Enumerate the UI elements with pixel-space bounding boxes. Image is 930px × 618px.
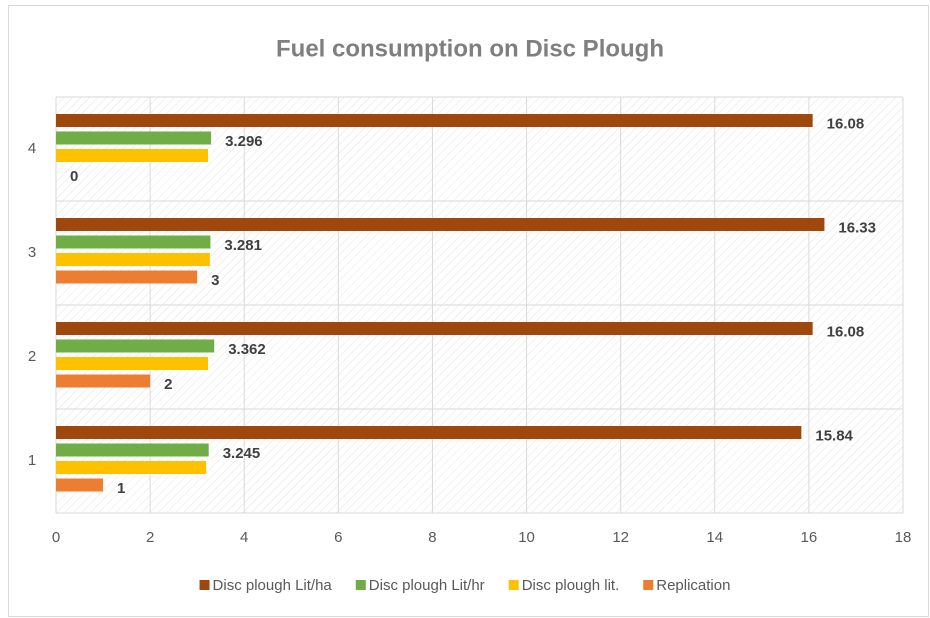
- data-label: 16.08: [827, 323, 865, 340]
- y-tick-label: 3: [28, 244, 36, 261]
- legend-swatch: [199, 580, 210, 590]
- x-tick-label: 0: [52, 529, 60, 546]
- bar: [56, 322, 813, 335]
- x-tick-label: 10: [518, 529, 535, 546]
- y-tick-label: 1: [28, 452, 36, 469]
- data-label: 16.33: [838, 219, 876, 236]
- data-label: 3.362: [228, 341, 266, 358]
- x-tick-label: 6: [334, 529, 342, 546]
- data-label: 2: [164, 376, 172, 393]
- legend-label: Disc plough Lit/hr: [369, 577, 485, 594]
- legend-swatch: [355, 580, 366, 590]
- bar: [56, 131, 212, 145]
- x-tick-label: 2: [146, 529, 154, 546]
- bar: [56, 253, 210, 266]
- bar: [56, 339, 215, 353]
- x-tick-label: 18: [895, 529, 912, 546]
- bar: [56, 374, 151, 388]
- y-tick-label: 2: [28, 348, 36, 365]
- data-label: 16.08: [827, 115, 865, 132]
- chart-title: Fuel consumption on Disc Plough: [276, 35, 664, 62]
- bar: [56, 149, 208, 162]
- data-label: 3.281: [224, 237, 262, 254]
- x-tick-label: 8: [428, 529, 436, 546]
- data-label: 1: [117, 480, 125, 497]
- data-label: 15.84: [815, 427, 853, 444]
- legend-swatch: [643, 580, 654, 590]
- bar: [56, 478, 104, 492]
- legend-label: Disc plough Lit/ha: [213, 577, 333, 594]
- bar: [56, 426, 802, 439]
- data-label: 3.296: [225, 133, 263, 150]
- bar: [56, 235, 211, 249]
- data-label: 3.245: [223, 445, 261, 462]
- legend: Disc plough Lit/ha Disc plough Lit/hr Disc…: [199, 577, 730, 594]
- x-tick-label: 14: [706, 529, 723, 546]
- y-tick-label: 4: [28, 140, 36, 157]
- data-label: 0: [70, 168, 78, 185]
- bar: [56, 114, 813, 127]
- x-tick-label: 12: [612, 529, 629, 546]
- bar: [56, 218, 825, 231]
- x-tick-label: 4: [240, 529, 248, 546]
- legend-label: Disc plough lit.: [522, 577, 620, 594]
- data-label: 3: [211, 272, 219, 289]
- bar: [56, 270, 198, 284]
- bar: [56, 443, 209, 457]
- x-tick-label: 16: [801, 529, 818, 546]
- legend-swatch: [508, 580, 519, 590]
- bar: [56, 357, 208, 370]
- legend-label: Replication: [656, 577, 730, 594]
- bar: [56, 461, 207, 474]
